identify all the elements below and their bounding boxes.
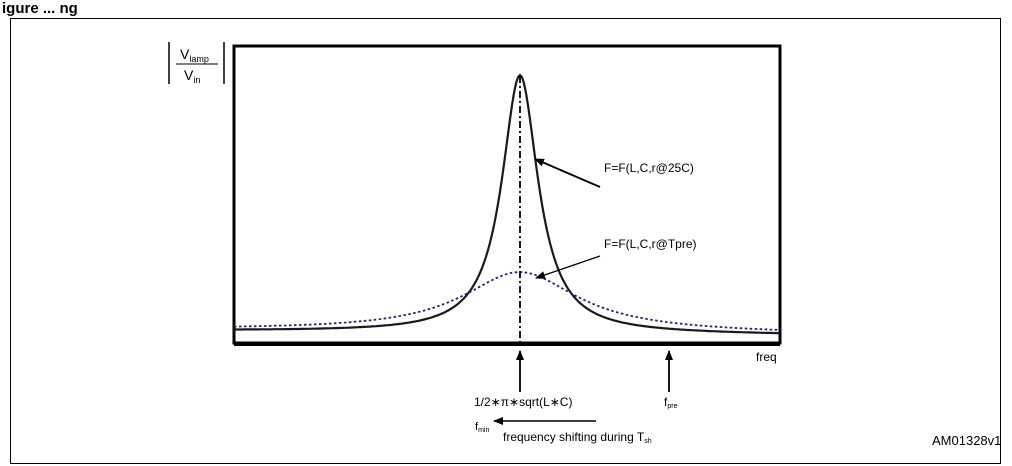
shift-text: frequency shifting during Tsh xyxy=(503,430,652,445)
y-label-numerator: Vlamp xyxy=(180,46,209,64)
curve-label-25c: F=F(L,C,r@25C) xyxy=(604,161,694,175)
reference-code: AM01328v1 xyxy=(932,433,1001,448)
figure-frame xyxy=(10,18,1001,464)
curve-25c xyxy=(234,73,781,335)
label-arrow-tpre xyxy=(535,255,601,279)
fpre-label: fpre xyxy=(664,395,678,410)
label-arrow-25c xyxy=(534,158,601,188)
curve-tpre xyxy=(234,271,780,331)
fmin-label: fmin xyxy=(475,421,489,434)
curve-label-tpre: F=F(L,C,r@Tpre) xyxy=(604,237,697,251)
y-axis-label: Vlamp Vin xyxy=(168,42,225,85)
figure-caption: igure ... ng xyxy=(2,0,78,17)
x-axis-label: freq xyxy=(756,350,777,364)
resonance-formula: 1/2∗π∗sqrt(L∗C) xyxy=(474,395,572,409)
y-label-denominator: Vin xyxy=(184,67,200,85)
plot-area xyxy=(232,44,782,345)
